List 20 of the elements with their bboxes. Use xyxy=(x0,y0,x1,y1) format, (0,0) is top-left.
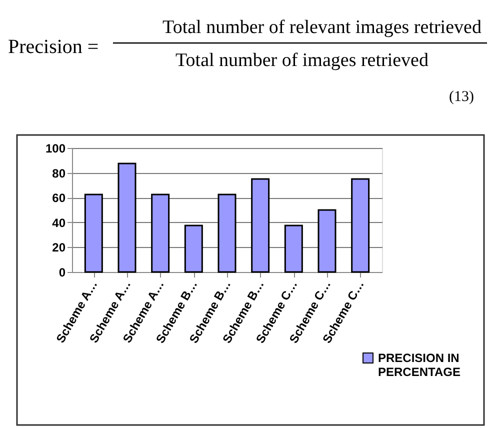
bar xyxy=(151,194,170,273)
text: Total number of relevant images retrieved xyxy=(162,17,482,38)
bar xyxy=(218,194,236,273)
bar xyxy=(118,162,136,273)
y-tick-label: 20 xyxy=(52,240,66,255)
text: Precision = xyxy=(8,36,99,58)
y-tick-label: 40 xyxy=(52,216,66,230)
y-tick-label: 100 xyxy=(45,142,66,156)
y-tick-label: 80 xyxy=(52,166,66,180)
bar xyxy=(84,194,103,273)
text: Total number of images retrieved xyxy=(176,50,429,71)
bar xyxy=(251,178,270,273)
y-tick-label: 60 xyxy=(52,191,66,206)
bar xyxy=(318,209,336,273)
bar xyxy=(284,224,303,273)
text: (13) xyxy=(449,89,474,105)
bar xyxy=(184,224,203,273)
legend-label: PRECISION IN PERCENTAGE xyxy=(378,351,460,379)
bar xyxy=(351,178,370,273)
y-tick-label: 0 xyxy=(58,266,66,280)
